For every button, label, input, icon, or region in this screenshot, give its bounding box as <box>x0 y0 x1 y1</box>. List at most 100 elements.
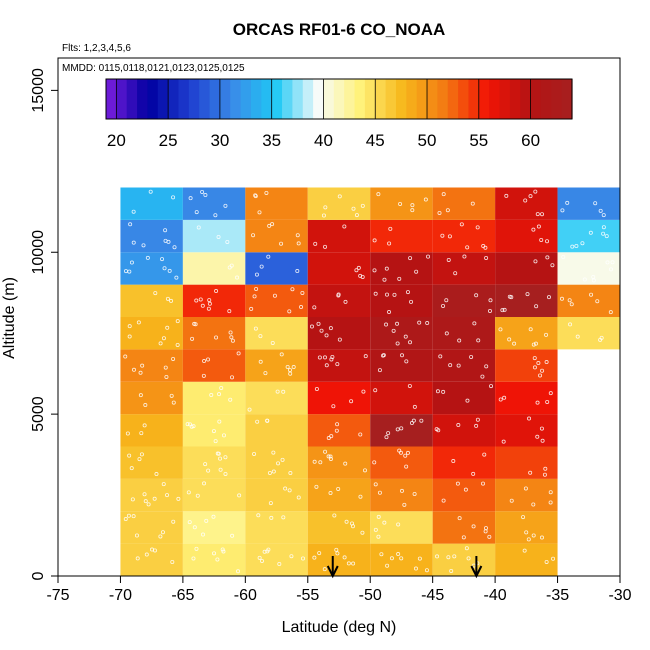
observation-point <box>237 493 242 498</box>
heatmap-cell <box>370 219 433 253</box>
observation-point <box>217 392 222 397</box>
observation-point <box>481 481 486 486</box>
observation-point <box>271 469 276 474</box>
heatmap-cell <box>432 252 496 285</box>
observation-point <box>145 255 150 260</box>
observation-point <box>316 321 321 326</box>
colorbar-swatch <box>168 79 180 119</box>
colorbar-tick-label: 45 <box>366 131 385 150</box>
observation-point <box>334 428 339 433</box>
observation-point <box>169 393 174 398</box>
observation-point <box>236 569 241 574</box>
heatmap-cell <box>120 317 183 350</box>
observation-point <box>465 245 470 250</box>
heatmap-cell <box>432 317 496 350</box>
observation-point <box>170 559 175 564</box>
observation-point <box>507 337 512 342</box>
observation-point <box>440 233 445 238</box>
observation-point <box>539 237 544 242</box>
observation-point <box>548 391 553 396</box>
observation-point <box>138 370 143 375</box>
heatmap-cell <box>120 414 183 447</box>
observation-point <box>202 359 207 364</box>
observation-point <box>466 556 471 561</box>
x-tick-label: -40 <box>484 587 507 604</box>
observation-point <box>299 305 304 310</box>
observation-point <box>176 496 181 501</box>
observation-point <box>169 298 174 303</box>
colorbar-swatch <box>323 79 335 119</box>
observation-point <box>397 448 402 453</box>
observation-point <box>270 222 275 227</box>
observation-point <box>459 222 464 227</box>
observation-point <box>605 260 610 265</box>
observation-point <box>504 193 509 198</box>
observation-point <box>223 455 228 460</box>
observation-point <box>361 389 366 394</box>
colorbar-swatch <box>199 79 211 119</box>
flights-text: Flts: 1,2,3,4,5,6 <box>62 43 131 54</box>
colorbar-swatch <box>240 79 252 119</box>
observation-point <box>268 501 273 506</box>
heatmap-cell <box>370 349 433 382</box>
heatmap-cell <box>245 349 308 382</box>
heatmap-cell <box>120 187 183 220</box>
observation-point <box>385 563 390 568</box>
observation-point <box>202 481 207 486</box>
observation-point <box>501 439 506 444</box>
observation-point <box>413 566 418 571</box>
observation-point <box>192 525 197 530</box>
observation-point <box>135 556 140 561</box>
colorbar-swatch <box>313 79 325 119</box>
heatmap-cell <box>557 284 620 317</box>
observation-point <box>160 257 165 262</box>
observation-point <box>141 243 146 248</box>
heatmap-cell <box>307 219 371 253</box>
colorbar-swatch <box>447 79 459 119</box>
observation-point <box>221 433 226 438</box>
observation-point <box>524 530 529 535</box>
observation-point <box>356 265 361 270</box>
observation-point <box>206 357 211 362</box>
heatmap-cell <box>307 446 371 479</box>
observation-point <box>161 336 166 341</box>
heatmap-cell <box>495 543 558 576</box>
observation-point <box>417 556 422 561</box>
observation-point <box>285 364 290 369</box>
observation-point <box>206 468 211 473</box>
observation-point <box>462 254 467 259</box>
heatmap-cell <box>370 284 433 317</box>
observation-point <box>194 210 199 215</box>
heatmap-cell <box>182 219 246 253</box>
heatmap-cell <box>120 349 183 382</box>
observation-point <box>131 240 136 245</box>
observation-point <box>281 515 286 520</box>
heatmap-cell <box>307 349 371 382</box>
heatmap-cell <box>495 381 558 415</box>
colorbar-swatch <box>157 79 169 119</box>
observation-point <box>358 432 363 437</box>
observation-point <box>289 554 294 559</box>
observation-point <box>324 363 329 368</box>
observation-point <box>235 275 240 280</box>
observation-point <box>589 292 594 297</box>
colorbar-swatch <box>427 79 438 119</box>
observation-point <box>342 224 347 229</box>
observation-point <box>288 371 293 376</box>
observation-point <box>540 368 545 373</box>
observation-point <box>475 417 480 422</box>
observation-point <box>535 434 540 439</box>
observation-point <box>153 291 158 296</box>
observation-point <box>532 365 537 370</box>
observation-point <box>402 502 407 507</box>
observation-point <box>396 552 401 557</box>
observation-point <box>218 456 223 461</box>
observation-point <box>441 303 446 308</box>
observation-point <box>143 403 148 408</box>
observation-point <box>574 244 579 249</box>
observation-point <box>498 397 503 402</box>
observation-point <box>288 471 293 476</box>
observation-point <box>453 271 458 276</box>
observation-point <box>457 338 462 343</box>
